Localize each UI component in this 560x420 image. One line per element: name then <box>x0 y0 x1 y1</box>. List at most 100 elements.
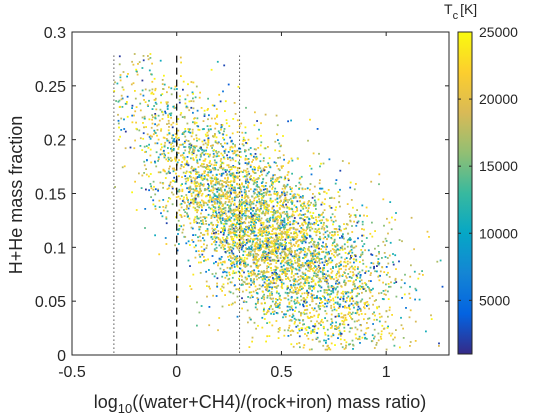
data-point <box>272 220 275 222</box>
data-point <box>312 212 315 214</box>
data-point <box>188 171 191 173</box>
data-point <box>211 273 214 275</box>
data-point <box>196 324 198 327</box>
data-point <box>221 213 224 216</box>
data-point <box>225 185 228 188</box>
data-point <box>338 249 341 251</box>
data-point <box>214 176 217 179</box>
data-point <box>345 319 348 321</box>
data-point <box>188 149 191 151</box>
data-point <box>276 277 279 280</box>
data-point <box>289 193 292 195</box>
data-point <box>353 280 355 283</box>
data-point <box>236 167 239 169</box>
data-point <box>266 234 269 236</box>
data-point <box>385 266 388 268</box>
data-point <box>377 275 380 278</box>
data-point <box>183 156 186 159</box>
data-point <box>200 250 203 252</box>
data-point <box>265 247 268 250</box>
data-point <box>282 244 285 246</box>
data-point <box>180 214 183 217</box>
data-point <box>201 183 204 186</box>
data-point <box>253 124 256 127</box>
data-point <box>279 278 282 280</box>
data-point <box>148 99 150 102</box>
data-point <box>368 288 371 291</box>
data-point <box>231 252 234 255</box>
data-point <box>184 149 187 152</box>
data-point <box>259 238 261 241</box>
data-point <box>292 284 295 287</box>
data-point <box>284 268 286 271</box>
data-point <box>312 217 315 219</box>
data-point <box>149 53 152 55</box>
data-point <box>199 272 202 274</box>
data-point <box>147 146 150 149</box>
data-point <box>284 243 287 246</box>
data-point <box>200 190 202 192</box>
data-point <box>199 188 202 191</box>
data-point <box>176 137 179 140</box>
data-point <box>216 123 219 125</box>
data-point <box>190 288 193 290</box>
data-point <box>235 234 238 237</box>
data-point <box>208 184 210 187</box>
data-point <box>387 290 389 293</box>
data-point <box>275 193 278 196</box>
data-point <box>270 241 272 244</box>
data-point <box>370 253 373 256</box>
data-point <box>178 138 180 141</box>
data-point <box>294 267 297 270</box>
data-point <box>274 248 276 251</box>
data-point <box>206 146 208 149</box>
data-point <box>180 75 182 77</box>
data-point <box>206 174 208 176</box>
data-point <box>166 188 169 190</box>
data-point <box>238 210 240 213</box>
data-point <box>234 225 237 227</box>
data-point <box>165 222 168 225</box>
data-point <box>267 266 270 268</box>
data-point <box>355 302 358 305</box>
data-point <box>172 148 175 150</box>
data-point <box>331 277 333 280</box>
data-point <box>199 255 202 258</box>
data-point <box>300 217 303 220</box>
data-point <box>203 139 206 142</box>
data-point <box>170 143 172 146</box>
data-point <box>313 249 315 252</box>
data-point <box>183 196 185 199</box>
data-point <box>206 131 209 134</box>
data-point <box>317 224 320 226</box>
data-point <box>253 234 256 237</box>
data-point <box>280 226 283 229</box>
data-point <box>298 322 301 324</box>
data-point <box>238 147 240 150</box>
data-point <box>281 284 283 287</box>
data-point <box>243 169 245 172</box>
data-point <box>272 313 275 315</box>
data-point <box>290 245 293 248</box>
data-point <box>338 225 341 228</box>
data-point <box>203 109 206 112</box>
data-point <box>302 224 304 227</box>
data-point <box>216 114 219 117</box>
data-point <box>228 274 231 276</box>
data-point <box>247 228 250 231</box>
data-point <box>155 151 158 154</box>
data-point <box>213 262 215 265</box>
data-point <box>250 217 252 220</box>
data-point <box>215 182 217 184</box>
data-point <box>279 201 281 203</box>
data-point <box>250 202 253 205</box>
data-point <box>219 214 222 217</box>
data-point <box>377 258 380 260</box>
data-point <box>338 262 341 264</box>
data-point <box>159 108 162 111</box>
data-point <box>313 185 316 188</box>
data-point <box>258 186 261 189</box>
data-point <box>324 302 326 305</box>
data-point <box>165 172 168 175</box>
data-point <box>180 143 183 146</box>
